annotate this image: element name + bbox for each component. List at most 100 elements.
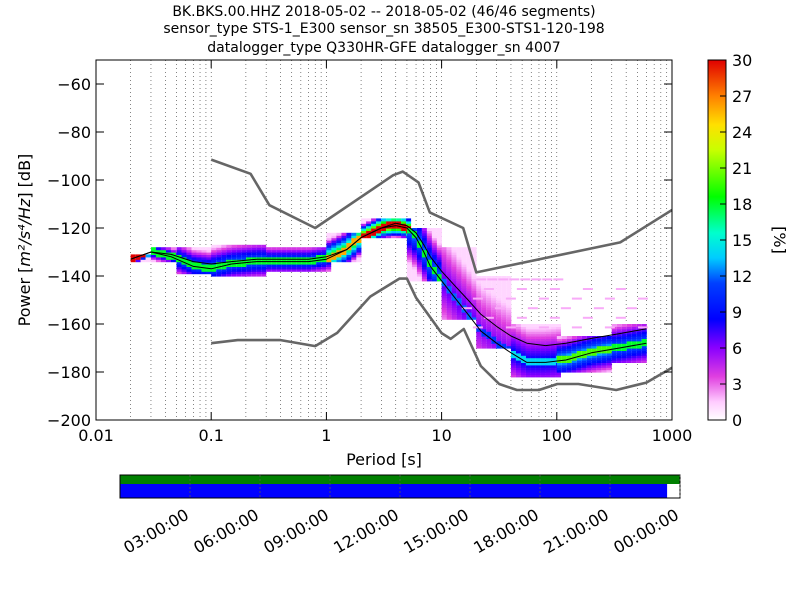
density-cell: [566, 362, 572, 366]
density-cell: [246, 256, 252, 260]
density-cell: [421, 266, 427, 270]
density-cell: [361, 220, 367, 224]
density-cell: [326, 235, 332, 239]
density-cell: [520, 357, 526, 361]
density-cell: [416, 264, 422, 267]
density-cell: [496, 340, 502, 344]
density-cell: [186, 261, 192, 265]
density-outlier: [538, 326, 549, 329]
density-cell: [406, 256, 412, 260]
density-cell: [406, 247, 412, 251]
density-cell: [641, 331, 647, 335]
density-cell: [286, 259, 292, 263]
density-cell: [281, 264, 287, 267]
density-cell: [326, 264, 332, 267]
density-cell: [326, 261, 332, 265]
density-cell: [276, 256, 282, 260]
density-cell: [591, 360, 597, 363]
density-cell: [566, 352, 572, 356]
density-cell: [496, 300, 502, 303]
density-cell: [491, 290, 497, 294]
density-cell: [606, 350, 612, 354]
density-cell: [466, 256, 472, 260]
density-cell: [561, 357, 567, 361]
density-cell: [471, 256, 477, 260]
density-cell: [525, 367, 531, 371]
density-cell: [456, 316, 462, 320]
density-cell: [611, 355, 617, 359]
density-cell: [436, 235, 442, 239]
density-cell: [421, 261, 427, 265]
density-cell: [591, 357, 597, 361]
density-cell: [515, 324, 521, 327]
density-cell: [586, 369, 592, 373]
density-cell: [515, 360, 521, 363]
density-cell: [316, 254, 322, 258]
density-cell: [461, 266, 467, 270]
density-cell: [436, 230, 442, 234]
density-cell: [226, 266, 232, 270]
density-cell: [196, 268, 202, 272]
density-cell: [441, 266, 447, 270]
density-cell: [496, 290, 502, 294]
density-cell: [391, 230, 397, 234]
density-cell: [446, 247, 452, 251]
density-cell: [391, 225, 397, 229]
density-cell: [411, 240, 417, 243]
density-cell: [316, 252, 322, 255]
density-cell: [501, 314, 507, 318]
density-cell: [321, 247, 327, 251]
density-cell: [346, 247, 352, 251]
density-cell: [321, 268, 327, 272]
density-cell: [201, 249, 207, 253]
density-cell: [535, 364, 541, 368]
density-cell: [476, 336, 482, 339]
density-cell: [246, 273, 252, 277]
density-cell: [441, 256, 447, 260]
density-cell: [456, 312, 462, 315]
density-cell: [396, 230, 402, 234]
density-cell: [601, 362, 607, 366]
density-cell: [496, 336, 502, 339]
density-cell: [530, 355, 536, 359]
density-cell: [391, 235, 397, 239]
density-cell: [356, 247, 362, 251]
density-cell: [181, 247, 187, 251]
density-cell: [201, 259, 207, 263]
density-cell: [201, 271, 207, 275]
density-cell: [581, 357, 587, 361]
density-cell: [246, 249, 252, 253]
density-cell: [251, 273, 257, 277]
density-cell: [606, 364, 612, 368]
density-cell: [301, 268, 307, 272]
density-cell: [451, 290, 457, 294]
density-cell: [241, 249, 247, 253]
density-cell: [586, 350, 592, 354]
density-cell: [341, 254, 347, 258]
density-cell: [491, 285, 497, 289]
density-cell: [336, 240, 342, 243]
density-cell: [576, 352, 582, 356]
density-cell: [176, 254, 182, 258]
density-cell: [481, 309, 487, 313]
density-cell: [391, 232, 397, 236]
data-coverage-timeline: 03:00:0006:00:0009:00:0012:00:0015:00:00…: [119, 474, 682, 557]
density-cell: [626, 336, 632, 339]
density-cell: [426, 230, 432, 234]
density-cell: [181, 268, 187, 272]
density-cell: [491, 292, 497, 296]
density-cell: [431, 240, 437, 243]
y-tick-label: −140: [47, 267, 91, 286]
density-cell: [550, 357, 556, 361]
density-cell: [336, 242, 342, 246]
density-cell: [316, 247, 322, 251]
density-cell: [451, 249, 457, 253]
density-cell: [170, 254, 176, 258]
density-cell: [441, 247, 447, 251]
density-cell: [221, 261, 227, 265]
density-cell: [486, 309, 492, 313]
density-cell: [571, 336, 577, 339]
density-cell: [486, 321, 492, 325]
density-cell: [301, 256, 307, 260]
density-cell: [636, 345, 642, 349]
